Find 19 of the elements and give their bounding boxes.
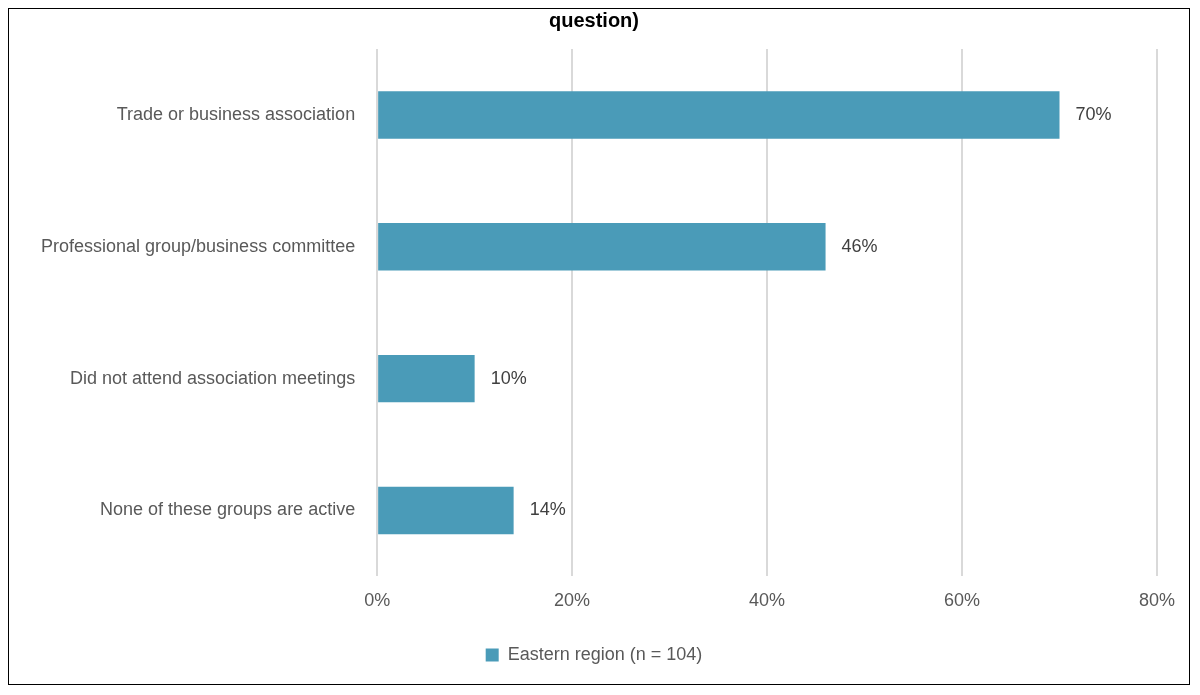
bar [378, 223, 826, 271]
data-label: 14% [529, 499, 566, 520]
data-label: 70% [1075, 103, 1112, 124]
legend-label: Eastern region (n = 104) [507, 643, 703, 664]
bar [378, 486, 514, 535]
x-tick-label: 60% [944, 590, 981, 611]
data-label: 10% [490, 367, 527, 388]
chart-title: question) [549, 8, 639, 31]
x-tick-label: 0% [364, 590, 391, 611]
y-tick-label: None of these groups are active [100, 499, 356, 520]
x-tick-label: 40% [749, 590, 786, 611]
y-tick-label: Professional group/business committee [41, 235, 356, 256]
y-tick-label: Trade or business association [116, 103, 356, 124]
x-tick-label: 20% [554, 590, 591, 611]
bar [378, 354, 475, 403]
y-tick-label: Did not attend association meetings [69, 367, 356, 388]
data-label: 46% [841, 235, 878, 256]
bar [378, 91, 1060, 139]
x-tick-label: 80% [1138, 590, 1175, 611]
